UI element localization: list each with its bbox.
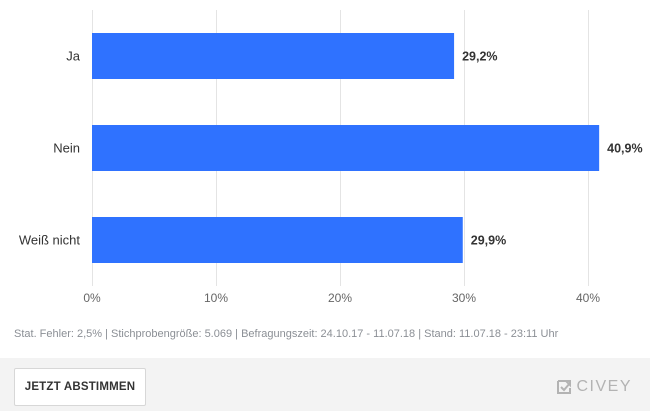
bottom-bar: JETZT ABSTIMMEN CIVEY (0, 358, 650, 411)
category-label: Nein (53, 141, 80, 156)
bar-0 (92, 33, 455, 79)
brand-name: CIVEY (576, 378, 632, 395)
x-tick-label: 40% (576, 291, 600, 305)
category-label: Ja (66, 49, 81, 64)
brand-logo: CIVEY (556, 378, 632, 396)
x-tick-label: 0% (83, 291, 101, 305)
x-tick-label: 20% (328, 291, 352, 305)
bar-2 (92, 217, 463, 263)
bar-chart: 0% 10% 20% 30% 40% Ja 29,2% Nein 40,9% Weiß nicht… (19, 10, 643, 305)
x-tick-label: 10% (204, 291, 228, 305)
value-label: 40,9% (607, 142, 642, 156)
vote-now-button[interactable]: JETZT ABSTIMMEN (14, 368, 146, 406)
chart-footnote: Stat. Fehler: 2,5% | Stichprobengröße: 5… (14, 328, 559, 340)
civey-logo-icon (557, 380, 572, 394)
bar-1 (92, 125, 600, 171)
x-tick-label: 30% (452, 291, 476, 305)
value-label: 29,9% (471, 234, 506, 248)
bar-chart-svg: 0% 10% 20% 30% 40% Ja 29,2% Nein 40,9% Weiß nicht… (19, 10, 643, 305)
value-label: 29,2% (462, 50, 497, 64)
category-label: Weiß nicht (19, 233, 81, 248)
